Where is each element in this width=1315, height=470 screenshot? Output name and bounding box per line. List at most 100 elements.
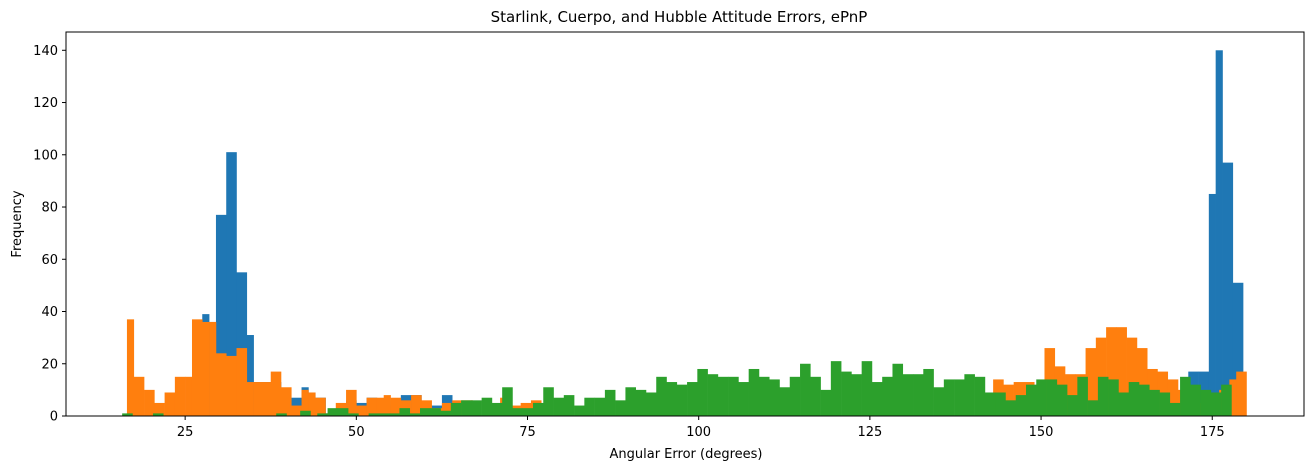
- histogram-bar-series-3: [604, 389, 616, 416]
- histogram-bar-series-2: [301, 389, 309, 416]
- histogram-bar-series-3: [841, 371, 852, 416]
- histogram-bar-series-2: [291, 405, 302, 416]
- histogram-bar-series-3: [964, 374, 975, 416]
- histogram-bar-series-3: [882, 376, 893, 416]
- histogram-bar-series-3: [892, 363, 904, 416]
- histogram-bar-series-3: [461, 400, 472, 416]
- histogram-bar-series-1: [1232, 282, 1244, 416]
- histogram-bar-series-2: [1085, 348, 1097, 416]
- histogram-bar-series-3: [1025, 384, 1037, 416]
- histogram-bar-series-3: [1087, 400, 1099, 416]
- y-tick-label: 60: [41, 253, 58, 268]
- histogram-bar-series-2: [174, 376, 186, 416]
- histogram-bar-series-3: [1046, 379, 1058, 416]
- histogram-bar-series-2: [1106, 327, 1117, 416]
- x-tick-label: 150: [1029, 425, 1054, 440]
- histogram-bar-series-3: [625, 387, 636, 416]
- histogram-bar-series-1: [236, 272, 248, 416]
- histogram-bar-series-3: [1067, 395, 1078, 416]
- histogram-bar-series-2: [1116, 327, 1127, 416]
- histogram-bar-series-3: [1200, 389, 1212, 416]
- histogram-bar-series-2: [346, 389, 357, 416]
- histogram-bar-series-3: [1159, 392, 1171, 416]
- histogram-bars: [122, 50, 1247, 417]
- histogram-bar-series-3: [491, 402, 503, 416]
- histogram-bar-series-3: [450, 402, 462, 416]
- histogram-bar-series-3: [728, 376, 739, 416]
- plot-area: 25 50 75 100 125 150 175 0 20 40 60 80 100 120 140: [33, 31, 1305, 440]
- histogram-bar-series-2: [270, 371, 282, 416]
- y-tick-label: 40: [41, 305, 58, 320]
- histogram-bar-series-3: [399, 408, 411, 416]
- histogram-bar-series-3: [645, 392, 657, 416]
- histogram-bar-series-3: [327, 408, 339, 416]
- histogram-bar-series-3: [933, 387, 945, 416]
- histogram-bar-series-3: [1221, 384, 1232, 416]
- histogram-bar-series-3: [574, 405, 585, 416]
- histogram-bar-series-2: [281, 387, 292, 416]
- histogram-bar-series-3: [615, 400, 626, 416]
- histogram-bar-series-2: [154, 402, 165, 416]
- histogram-bar-series-2: [260, 382, 272, 416]
- y-tick-label: 20: [41, 357, 58, 372]
- histogram-bar-series-3: [512, 408, 524, 416]
- histogram-bar-series-2: [376, 397, 385, 416]
- histogram-bar-series-2: [133, 376, 145, 416]
- x-tick-label: 175: [1200, 425, 1225, 440]
- histogram-bar-series-3: [317, 413, 328, 416]
- x-tick-label: 100: [686, 425, 711, 440]
- histogram-bar-series-3: [348, 413, 359, 416]
- histogram-bar-series-3: [440, 410, 452, 416]
- chart-title: Starlink, Cuerpo, and Hubble Attitude Er…: [491, 8, 868, 26]
- y-tick-label: 120: [33, 96, 58, 111]
- histogram-bar-series-3: [974, 376, 986, 416]
- histogram-bar-series-2: [383, 395, 391, 416]
- histogram-bar-series-2: [356, 405, 367, 416]
- x-tick-label: 125: [857, 425, 882, 440]
- histogram-bar-series-3: [1077, 376, 1088, 416]
- histogram-bar-series-3: [481, 397, 493, 416]
- histogram-bar-series-3: [1005, 400, 1017, 416]
- plot-frame: [65, 31, 1305, 417]
- histogram-bar-series-2: [185, 376, 193, 416]
- histogram-bar-series-3: [1118, 392, 1130, 416]
- histogram-bar-series-3: [738, 382, 749, 416]
- histogram-bar-series-3: [707, 374, 719, 416]
- histogram-bar-series-3: [913, 374, 924, 416]
- histogram-bar-series-3: [789, 376, 801, 416]
- histogram-bar-series-3: [1108, 379, 1119, 416]
- histogram-bar-series-3: [810, 376, 821, 416]
- histogram-bar-series-3: [368, 413, 380, 416]
- histogram-bar-series-3: [830, 361, 842, 416]
- histogram-bar-series-3: [378, 413, 390, 416]
- histogram-bar-series-3: [409, 413, 421, 416]
- histogram-bar-series-3: [430, 408, 441, 416]
- x-tick-label: 25: [177, 425, 194, 440]
- histogram-bar-series-3: [152, 413, 164, 416]
- histogram-bar-series-3: [748, 368, 760, 416]
- histogram-bar-series-2: [226, 355, 237, 416]
- histogram-bar-series-3: [1149, 389, 1160, 416]
- histogram-bar-series-3: [902, 374, 914, 416]
- histogram-bar-series-3: [1097, 376, 1109, 416]
- x-axis-ticks: 25 50 75 100 125 150 175: [177, 416, 1225, 440]
- histogram-bar-series-3: [687, 382, 698, 416]
- histogram-bar-series-3: [820, 389, 832, 416]
- histogram-bar-series-1: [1208, 193, 1216, 416]
- histogram-bar-series-3: [300, 410, 311, 416]
- histogram-bar-series-3: [717, 376, 729, 416]
- histogram-bar-series-1: [1215, 50, 1223, 417]
- histogram-bar-series-2: [1236, 371, 1247, 416]
- histogram-bar-series-3: [676, 384, 688, 416]
- histogram-bar-series-3: [779, 387, 791, 416]
- x-axis-label: Angular Error (degrees): [610, 447, 763, 462]
- y-tick-label: 140: [33, 44, 58, 59]
- histogram-bar-series-2: [191, 319, 203, 416]
- histogram-bar-series-3: [1036, 379, 1047, 416]
- histogram-bar-series-2: [246, 382, 254, 416]
- histogram-bar-series-3: [871, 382, 883, 416]
- histogram-bar-series-2: [144, 389, 155, 416]
- histogram-bar-series-2: [215, 353, 227, 416]
- histogram-bar-series-3: [954, 379, 965, 416]
- histogram-bar-series-2: [308, 392, 316, 416]
